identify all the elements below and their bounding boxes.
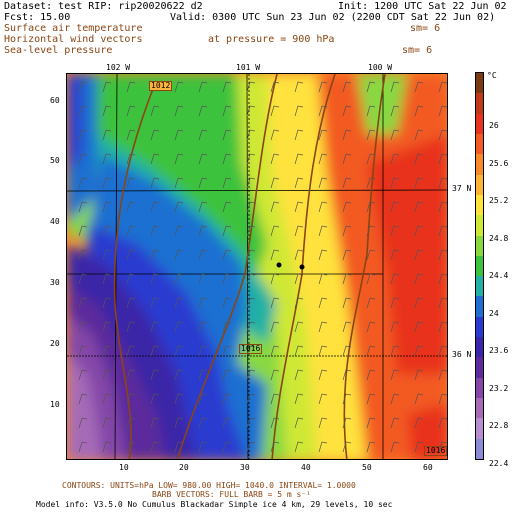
station-dot <box>299 264 305 270</box>
colorbar-segment <box>476 235 483 257</box>
colorbar-label: 23.6 <box>489 346 509 355</box>
x-tick: 20 <box>179 463 189 472</box>
colorbar-segment <box>476 276 483 297</box>
y-tick: 20 <box>50 339 60 348</box>
temperature-colorbar <box>475 72 484 460</box>
x-tick: 10 <box>119 463 129 472</box>
colorbar-segment <box>476 316 483 338</box>
colorbar-unit: °C <box>487 71 497 80</box>
isobar-label: 1016 <box>239 344 263 354</box>
colorbar-segment <box>476 93 483 115</box>
colorbar-label: 24.8 <box>489 233 509 243</box>
y-tick: 50 <box>50 156 60 165</box>
field-label-slp: Sea-level pressure <box>4 45 113 56</box>
colorbar-label: 25.6 <box>489 158 509 168</box>
temperature-field <box>67 74 447 459</box>
sea-level-pressure-isobars <box>113 74 386 459</box>
x-tick: 50 <box>362 463 372 472</box>
colorbar-segment <box>476 418 483 440</box>
valid-time: Valid: 0300 UTC Sun 23 Jun 02 (2200 CDT … <box>170 12 496 23</box>
field-label-wind: Horizontal wind vectors <box>4 34 143 45</box>
dataset-title: Dataset: test RIP: rip20020622 d2 <box>4 1 203 12</box>
lon-label-101w: 101 W <box>236 63 261 72</box>
colorbar-segment <box>476 255 483 277</box>
contour-info: CONTOURS: UNITS=hPa LOW= 980.00 HIGH= 10… <box>62 481 356 490</box>
colorbar-segment <box>476 215 483 237</box>
lat-label-37n: 37 N <box>452 184 472 193</box>
field-pressure-level: at pressure = 900 hPa <box>208 34 335 45</box>
colorbar-segment <box>476 438 483 460</box>
isobar-label: 1016 <box>424 446 447 456</box>
colorbar-label: 24.4 <box>489 271 509 280</box>
colorbar-label: 22.4 <box>489 458 509 468</box>
station-dot <box>276 262 282 268</box>
colorbar-segment <box>476 113 483 135</box>
field-smoothing-3: sm= 6 <box>402 45 433 56</box>
colorbar-label: 22.8 <box>489 421 509 430</box>
colorbar-segment <box>476 337 483 358</box>
wind-barbs <box>78 81 447 453</box>
init-time: Init: 1200 UTC Sat 22 Jun 02 <box>338 1 507 12</box>
colorbar-segment <box>476 296 483 318</box>
colorbar-segment <box>476 357 483 379</box>
colorbar-label: 23.2 <box>489 383 509 393</box>
colorbar-segment <box>476 73 483 94</box>
map-plot: 1012 1016 1016 <box>66 73 448 460</box>
y-tick: 10 <box>50 400 60 409</box>
colorbar-segment <box>476 154 483 176</box>
y-tick: 60 <box>50 96 60 105</box>
barb-info: BARB VECTORS: FULL BARB = 5 m s⁻¹ <box>152 490 311 499</box>
x-tick: 60 <box>423 463 433 472</box>
lat-label-36n: 36 N <box>452 350 472 359</box>
x-tick: 30 <box>240 463 250 472</box>
forecast-hour: Fcst: 15.00 <box>4 12 71 23</box>
field-label-temperature: Surface air temperature <box>4 23 143 34</box>
x-tick: 40 <box>301 463 311 472</box>
lon-label-102w: 102 W <box>106 63 131 72</box>
colorbar-segment <box>476 133 483 155</box>
colorbar-label: 24 <box>489 308 499 318</box>
colorbar-segment <box>476 174 483 196</box>
lon-label-100w: 100 W <box>368 63 393 72</box>
field-smoothing-1: sm= 6 <box>410 23 441 34</box>
isobar-label: 1012 <box>149 81 173 91</box>
colorbar-segment <box>476 194 483 216</box>
y-tick: 30 <box>50 278 60 287</box>
colorbar-segment <box>476 377 483 399</box>
y-tick: 40 <box>50 217 60 226</box>
colorbar-label: 26 <box>489 121 499 130</box>
colorbar-label: 25.2 <box>489 196 509 205</box>
model-info: Model info: V3.5.0 No Cumulus Blackadar … <box>36 500 393 509</box>
colorbar-segment <box>476 398 483 419</box>
